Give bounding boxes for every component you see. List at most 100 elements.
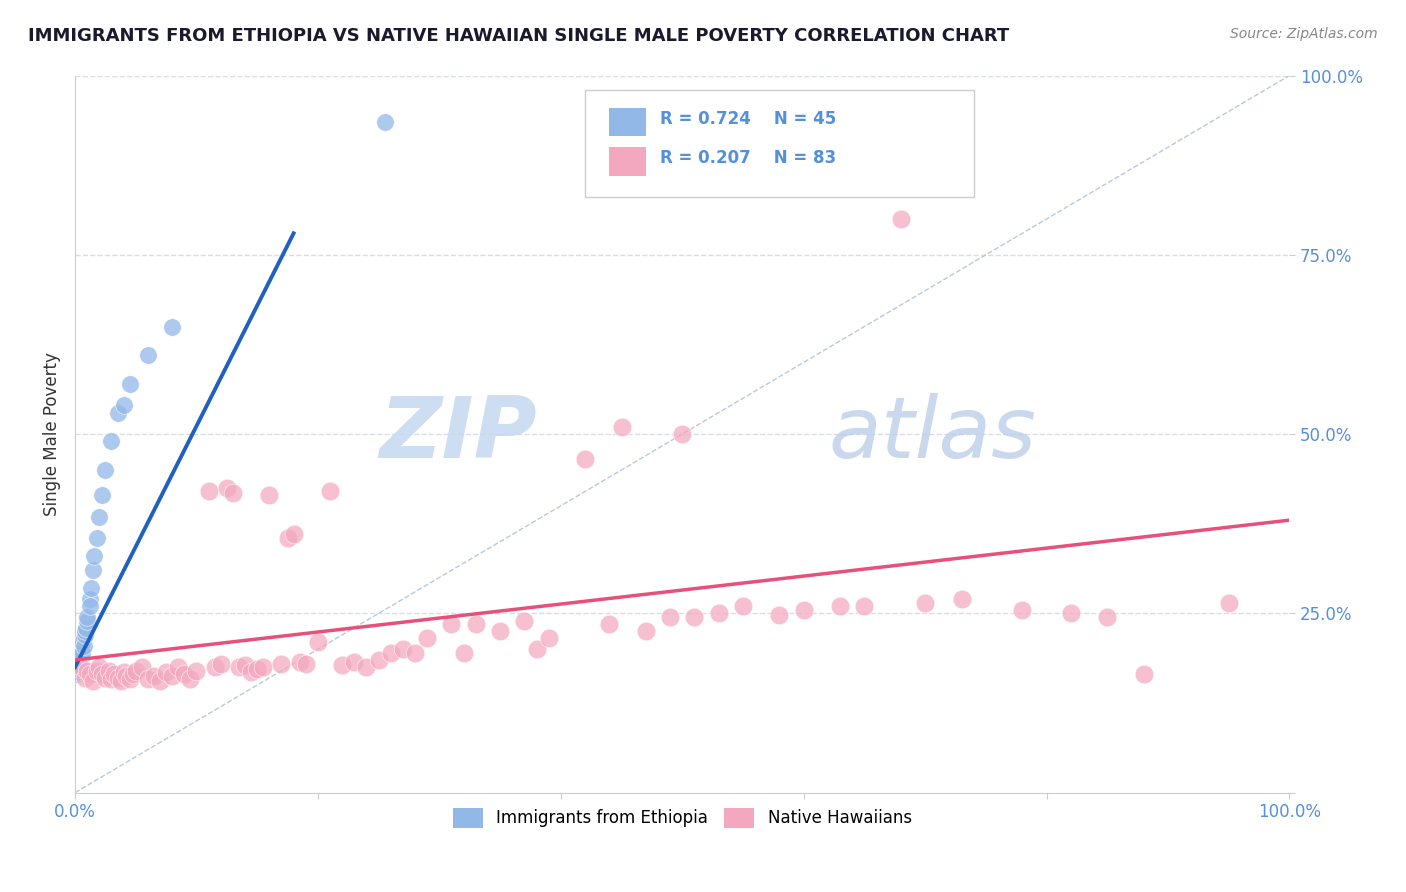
Point xyxy=(72,635,94,649)
Point xyxy=(215,481,238,495)
Point xyxy=(288,655,311,669)
Point xyxy=(82,674,104,689)
Bar xyxy=(609,108,645,136)
Point xyxy=(131,660,153,674)
Point xyxy=(233,658,256,673)
Point xyxy=(1097,610,1119,624)
Point xyxy=(82,563,104,577)
Point xyxy=(83,549,105,563)
Point xyxy=(107,406,129,420)
Point xyxy=(94,463,117,477)
Point xyxy=(79,599,101,614)
Point xyxy=(307,635,329,649)
Point xyxy=(142,669,165,683)
Point xyxy=(112,665,135,680)
Point xyxy=(73,624,96,639)
Point xyxy=(67,657,90,671)
Point xyxy=(86,664,108,678)
Point xyxy=(70,642,93,657)
Point xyxy=(69,658,91,673)
Point xyxy=(67,660,90,674)
Point xyxy=(671,427,693,442)
Point xyxy=(89,509,111,524)
Point xyxy=(72,646,94,660)
Point xyxy=(1060,607,1083,621)
Point xyxy=(79,667,101,681)
Point xyxy=(90,488,112,502)
Point xyxy=(197,484,219,499)
Point xyxy=(228,660,250,674)
Point xyxy=(294,657,316,671)
Point xyxy=(489,624,512,639)
Point xyxy=(853,599,876,614)
Point xyxy=(70,646,93,660)
Point xyxy=(73,628,96,642)
Point xyxy=(222,486,245,500)
Point xyxy=(72,639,94,653)
Text: R = 0.724    N = 45: R = 0.724 N = 45 xyxy=(661,110,837,128)
Point xyxy=(136,348,159,362)
Point xyxy=(118,376,141,391)
Point xyxy=(107,671,129,685)
Point xyxy=(209,657,232,671)
Point xyxy=(80,581,103,595)
Point xyxy=(118,673,141,687)
Point xyxy=(65,664,87,678)
Point xyxy=(69,653,91,667)
Point xyxy=(66,660,89,674)
Point xyxy=(72,632,94,646)
Point xyxy=(330,658,353,673)
Point xyxy=(683,610,706,624)
Point xyxy=(277,531,299,545)
Point xyxy=(914,596,936,610)
Point xyxy=(830,599,852,614)
Point xyxy=(1011,603,1033,617)
Point xyxy=(731,599,754,614)
Point xyxy=(65,653,87,667)
Point xyxy=(440,617,463,632)
Point xyxy=(100,673,122,687)
Point xyxy=(204,660,226,674)
Point xyxy=(404,646,426,660)
Text: atlas: atlas xyxy=(828,392,1036,475)
Point xyxy=(70,660,93,674)
Point xyxy=(179,673,201,687)
Point xyxy=(75,621,97,635)
Point xyxy=(160,669,183,683)
Point xyxy=(319,484,342,499)
Point xyxy=(537,632,560,646)
Point xyxy=(173,667,195,681)
Point xyxy=(67,662,90,676)
Point xyxy=(252,660,274,674)
Point xyxy=(356,660,378,674)
Point xyxy=(76,610,98,624)
Point xyxy=(343,655,366,669)
Point xyxy=(66,664,89,678)
Point xyxy=(246,662,269,676)
Point xyxy=(89,660,111,674)
Point xyxy=(110,674,132,689)
Point xyxy=(380,646,402,660)
Point xyxy=(574,452,596,467)
Point xyxy=(155,665,177,680)
Point xyxy=(66,665,89,680)
Legend: Immigrants from Ethiopia, Native Hawaiians: Immigrants from Ethiopia, Native Hawaiia… xyxy=(446,801,918,835)
Point xyxy=(634,624,657,639)
Point xyxy=(186,664,208,678)
Point xyxy=(513,614,536,628)
Point xyxy=(453,646,475,660)
Point xyxy=(94,671,117,685)
Point xyxy=(122,667,145,681)
Point xyxy=(240,665,263,680)
Point xyxy=(65,657,87,671)
Point xyxy=(69,648,91,662)
Point xyxy=(79,592,101,607)
Text: IMMIGRANTS FROM ETHIOPIA VS NATIVE HAWAIIAN SINGLE MALE POVERTY CORRELATION CHAR: IMMIGRANTS FROM ETHIOPIA VS NATIVE HAWAI… xyxy=(28,27,1010,45)
Point xyxy=(66,658,89,673)
Text: R = 0.207    N = 83: R = 0.207 N = 83 xyxy=(661,149,837,167)
Point xyxy=(86,531,108,545)
Point xyxy=(610,420,633,434)
Point xyxy=(374,115,396,129)
Point xyxy=(100,434,122,449)
Point xyxy=(103,667,125,681)
